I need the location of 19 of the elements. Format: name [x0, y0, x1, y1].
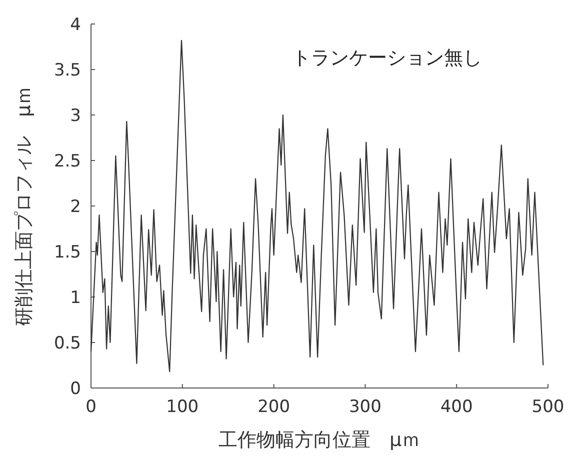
x-tick-label: 100 — [166, 397, 199, 417]
x-tick-label: 500 — [532, 397, 564, 417]
y-tick-label: 2.5 — [54, 152, 81, 172]
y-tick-label: 2 — [70, 197, 81, 217]
x-axis-title: 工作物幅方向位置 μｍ — [218, 429, 421, 451]
y-tick-label: 1.5 — [54, 242, 81, 262]
x-tick-label: 200 — [258, 397, 290, 417]
line-series — [90, 40, 544, 372]
y-axis-title: 研削仕上面プロフィル μｍ — [13, 86, 35, 326]
y-tick-label: 3 — [70, 106, 81, 126]
y-tick-label: 1 — [70, 288, 81, 308]
x-tick-label: 0 — [86, 397, 96, 417]
y-tick-label: 4 — [70, 15, 81, 35]
annotation: トランケーション無し — [292, 47, 482, 69]
y-tick-label: 0.5 — [54, 334, 81, 354]
y-tick-label: 0 — [70, 379, 81, 399]
x-tick-label: 400 — [440, 397, 473, 417]
y-tick-label: 3.5 — [54, 60, 81, 80]
x-tick-label: 300 — [348, 397, 382, 417]
